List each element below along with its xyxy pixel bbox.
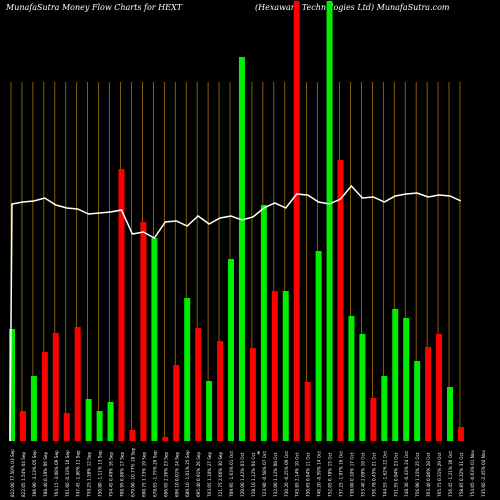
- bar-down: [457, 427, 464, 441]
- bar-up: [238, 57, 245, 441]
- x-tick-label: 746.20 -0.59% 14 Oct: [317, 451, 322, 497]
- bar-down: [217, 341, 224, 441]
- bar-up: [403, 318, 410, 441]
- bar-down: [304, 382, 311, 441]
- chart-title-left: MunafaSutra Money Flow Charts for HEXT: [6, 3, 182, 12]
- bar-up: [96, 411, 103, 441]
- bar-down: [249, 348, 256, 441]
- bar-up: [206, 381, 213, 441]
- bar-up: [359, 334, 366, 441]
- x-tick-label: 696.10 0.01% 24 Sep: [174, 451, 179, 497]
- bar-up: [282, 291, 289, 441]
- x-tick-label: 703.05 1.10% 27 Sep: [207, 451, 212, 497]
- bar-down: [173, 365, 180, 441]
- bar-up: [85, 399, 92, 441]
- bar-down: [293, 1, 300, 441]
- x-tick-label: 678.65 -1.75% 20 Sep: [152, 450, 157, 497]
- bar-up: [447, 387, 453, 441]
- x-tick-label: 788.40 0.19% 06 Sep: [43, 451, 48, 497]
- x-axis-marker: ₹: [257, 451, 260, 457]
- x-tick-label: 738.00 0.10% 17 Oct: [349, 452, 354, 497]
- x-tick-label: 753.40 2.09% 18 Oct: [360, 452, 365, 497]
- x-tick-label: 752.05 0.78% 15 Oct: [328, 452, 333, 497]
- x-tick-label: 760.95 0.86% 17 Sep: [120, 451, 125, 497]
- x-tick-label: 744.55 -1.62% 22 Oct: [382, 451, 387, 497]
- bar-down: [63, 413, 70, 441]
- price-line-group: [9, 184, 462, 442]
- chart-title-right: (Hexaware Technologies Ltd) MunafaSutra.…: [255, 3, 450, 12]
- bar-up: [381, 376, 388, 441]
- x-tick-label: 737.25 -1.97% 16 Oct: [339, 451, 344, 497]
- bar-up: [348, 316, 355, 441]
- bar-down: [195, 328, 202, 441]
- x-tick-label: 764.15 -3.08% 09 Sep: [54, 450, 59, 497]
- x-tick-label: 754.05 -0.63% 01 Nov: [470, 450, 475, 497]
- x-tick-label: 720.00 1.42% 03 Oct: [240, 452, 245, 497]
- x-tick-label: 695.40 0.91% 26 Sep: [196, 451, 201, 497]
- x-tick-label: 756.90 1.15% 25 Oct: [415, 452, 420, 497]
- price-line: [9, 184, 462, 442]
- x-tick-label: 679.00 -10.77% 18 Sep: [130, 447, 135, 497]
- bar-up: [9, 329, 15, 441]
- bar-up: [107, 402, 114, 441]
- x-tick-label: 689.10 -1.01% 25 Sep: [185, 450, 190, 497]
- bar-down: [118, 169, 125, 441]
- bar-down: [271, 291, 278, 441]
- x-tick-label: 822.05 1.54% 04 Sep: [21, 451, 26, 497]
- bar-down: [41, 352, 48, 441]
- bar-up: [228, 259, 234, 441]
- x-tick-label: 732.00 1.12% 08 Oct: [273, 452, 278, 497]
- x-tick-label: 756.78 0.45% 21 Oct: [371, 452, 376, 497]
- bar-up: [315, 251, 322, 441]
- x-tick-label: 763.40 0.86% 28 Oct: [426, 452, 431, 497]
- bar-down: [425, 347, 432, 441]
- bar-down: [129, 430, 136, 441]
- bar-down: [140, 222, 147, 441]
- x-tick-label: 709.95 -1.63% 01 Oct: [229, 451, 234, 497]
- bar-up: [392, 309, 399, 441]
- x-tick-label: 758.85 0.32% 31 Oct: [459, 452, 464, 497]
- bar-down: [52, 333, 59, 441]
- x-tick-label: 735.60 -2.45% 04 Nov: [481, 450, 486, 497]
- bar-down: [74, 327, 81, 441]
- x-tick-label: 728.10 1.12% 04 Oct: [251, 452, 256, 497]
- x-tick-label: 750.80 -1.11% 13 Sep: [98, 450, 103, 497]
- x-tick-label: 754.45 0.49% 16 Sep: [109, 451, 114, 497]
- x-tick-label: 759.25 1.58% 12 Sep: [87, 451, 92, 497]
- bars: [9, 1, 464, 441]
- x-tick-label: 822.00 77.50% 03 Sep: [10, 449, 15, 497]
- x-tick-label: 690.75 1.73% 19 Sep: [141, 451, 146, 497]
- x-tick-labels: 822.00 77.50% 03 Sep 822.05 1.54% 04 Sep 7…: [10, 447, 486, 497]
- bar-down: [162, 437, 169, 441]
- bar-down: [19, 411, 26, 441]
- bar-up: [414, 361, 421, 441]
- bar-up: [151, 238, 158, 441]
- x-tick-label: 765.75 0.31% 29 Oct: [437, 452, 442, 497]
- x-tick-label: 750.65 0.64% 11 Oct: [306, 452, 311, 497]
- x-tick-label: 756.45 -1.21% 30 Oct: [448, 451, 453, 497]
- x-tick-label: 748.30 -0.43% 24 Oct: [404, 451, 409, 497]
- bar-up: [326, 1, 333, 441]
- x-tick-label: 730.20 -0.25% 09 Oct: [284, 451, 289, 497]
- bar-down: [436, 334, 443, 441]
- x-tick-label: 761.60 -0.33% 10 Sep: [65, 450, 70, 497]
- x-tick-label: 723.90 -0.58% 07 Oct: [262, 451, 267, 497]
- bar-down: [370, 398, 377, 441]
- x-tick-label: 786.90 -3.13% 05 Sep: [32, 450, 37, 497]
- bar-up: [30, 376, 37, 441]
- bar-down: [337, 160, 344, 441]
- bar-up: [184, 298, 191, 441]
- x-tick-label: 696.05 2.56% 23 Sep: [163, 451, 168, 497]
- x-tick-label: 721.75 2.66% 30 Sep: [218, 451, 223, 497]
- x-tick-label: 747.45 -1.86% 11 Sep: [76, 450, 81, 497]
- x-tick-label: 745.85 2.14% 10 Oct: [295, 452, 300, 497]
- bar-up: [260, 205, 267, 441]
- x-tick-label: 751.55 0.94% 23 Oct: [393, 452, 398, 497]
